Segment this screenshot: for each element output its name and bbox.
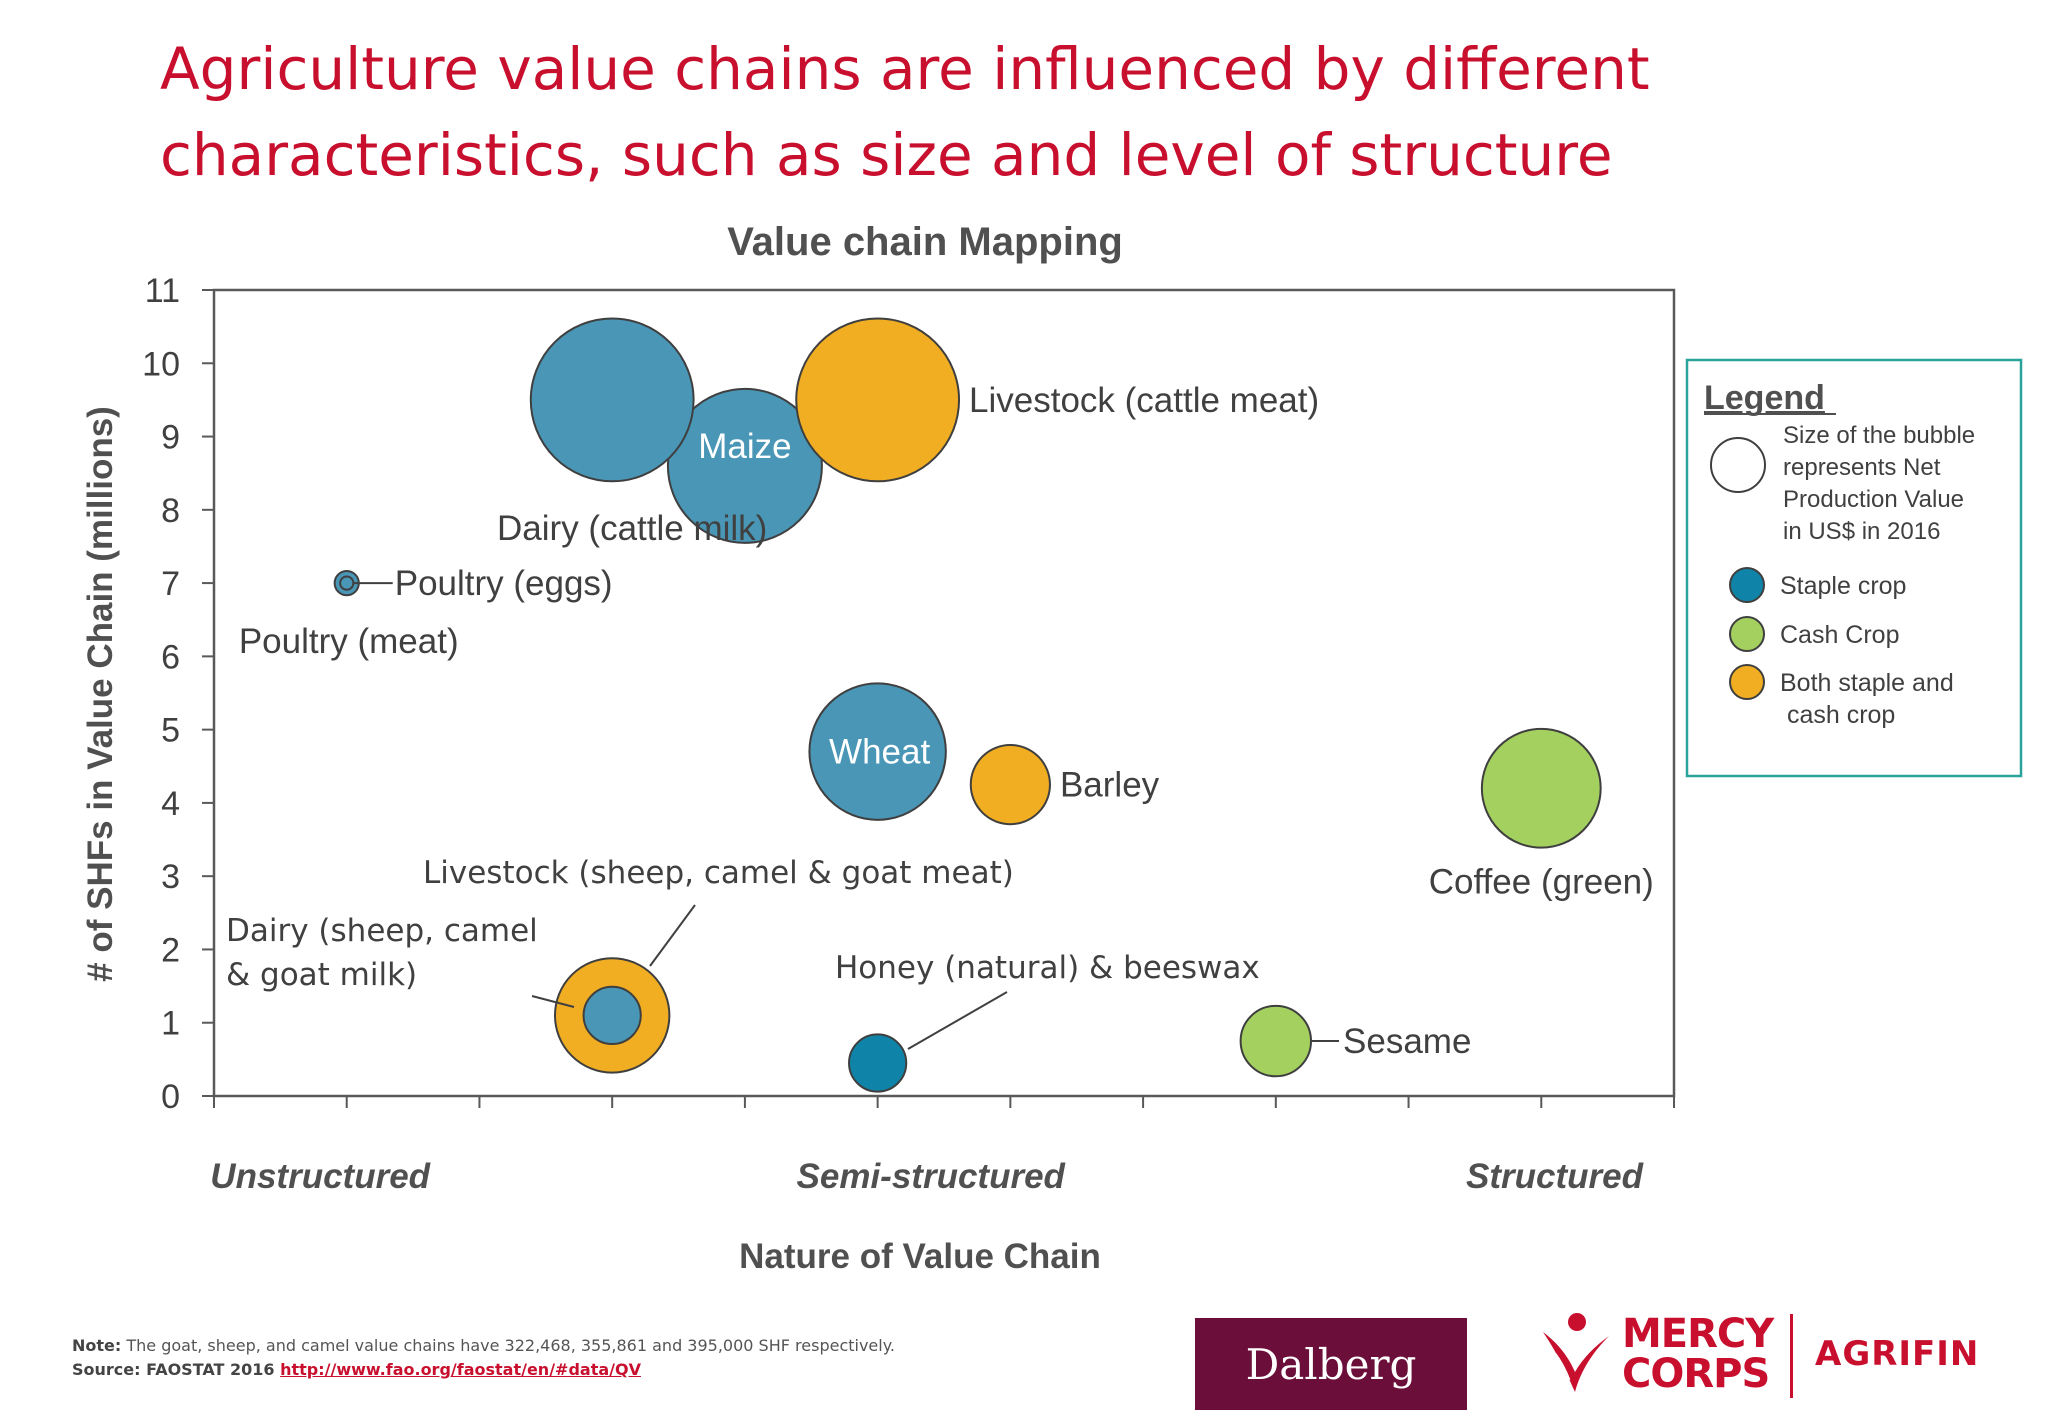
chart-title: Value chain Mapping [727,220,1123,264]
legend-size-bubble [1710,437,1766,493]
label-honey-natural-beeswax: Honey (natural) & beeswax [835,950,1260,986]
label-wheat: Wheat [829,733,930,772]
bubble-barley [969,743,1051,826]
x-category-unstructured: Unstructured [210,1157,430,1196]
dalberg-logo: Dalberg [1195,1318,1467,1410]
x-axis-title: Nature of Value Chain [739,1237,1101,1276]
slide-title-line-2: characteristics, such as size and level … [160,121,1613,189]
y-tick-label: 9 [161,419,180,457]
legend-swatch-cash [1729,616,1765,652]
bubble-dairy-cattle-milk [529,317,695,483]
legend-swatch-both [1729,664,1765,700]
label-sesame: Sesame [1343,1022,1471,1061]
note-text: The goat, sheep, and camel value chains … [121,1336,895,1355]
y-tick-label: 5 [161,712,180,750]
legend-size-note-line: in US$ in 2016 [1783,518,1940,545]
y-tick-label: 4 [161,785,180,823]
y-tick-label: 3 [161,858,180,896]
label-poultry-eggs: Poultry (eggs) [395,564,613,603]
legend-size-note-line: Production Value [1783,486,1964,513]
x-category-structured: Structured [1466,1157,1644,1196]
label-maize: Maize [698,427,791,466]
y-tick-label: 10 [142,345,180,383]
mercy-line-1: MERCY [1622,1311,1774,1357]
legend-label-line: Cash Crop [1780,621,1900,649]
y-tick-label: 11 [145,272,180,310]
label-livestock-sheep-camel-goat-meat: Livestock (sheep, camel & goat meat) [423,855,1014,891]
mercy-corps-wordmark: MERCY CORPS [1622,1311,1774,1397]
label-dairy-sheep-camel-goat-milk: Dairy (sheep, camel & goat milk) [226,913,538,993]
leader-line [649,904,696,967]
logo-divider [1790,1314,1793,1398]
bubble-sesame [1239,1004,1313,1078]
x-category-semi-structured: Semi-structured [797,1157,1066,1196]
mercy-corps-figure-icon [1543,1313,1609,1392]
legend-label-line: cash crop [1780,701,1895,729]
footer-note: Note: The goat, sheep, and camel value c… [72,1336,895,1355]
label-barley: Barley [1060,766,1160,805]
legend-size-note: Size of the bubble represents Net Producti… [1783,422,1975,545]
label-line: & goat milk) [226,957,417,993]
y-tick-label: 7 [161,565,180,603]
legend-size-note-line: represents Net [1783,454,1941,481]
legend-size-note-line: Size of the bubble [1783,422,1975,449]
source-link[interactable]: http://www.fao.org/faostat/en/#data/QV [280,1360,641,1379]
slide-title: Agriculture value chains are influenced … [160,26,1860,198]
note-label: Note: [72,1336,122,1355]
legend-label-cash: Cash Crop [1780,621,1900,649]
bubble-dairy-sheep-camel-goat-milk [582,985,642,1046]
y-tick-label: 0 [161,1078,180,1116]
chart-axes: Value chain Mapping 0 1 2 3 4 5 6 7 8 9 10 11 Unstruc… [81,220,1676,1276]
legend-label-staple: Staple crop [1780,572,1906,600]
bubble-honey-natural-beeswax [848,1033,908,1093]
chart-labels: Maize Dairy (cattle milk) Livestock (cattl… [226,381,1654,1061]
legend-title: Legend [1704,379,1825,417]
chart-bubbles [333,317,1602,1093]
legend-swatch-staple [1729,567,1765,603]
label-line: Dairy (sheep, camel [226,913,538,949]
footer-source: Source: FAOSTAT 2016 http://www.fao.org/… [72,1360,641,1379]
y-tick-label: 2 [161,931,180,969]
y-tick-label: 6 [161,638,180,676]
legend-label-line: Both staple and [1780,669,1954,697]
y-tick-label: 8 [161,492,180,530]
label-dairy-cattle-milk: Dairy (cattle milk) [497,509,767,548]
plot-area-frame [212,288,1676,1098]
bubble-livestock-cattle-meat [795,317,961,483]
dalberg-logo-text: Dalberg [1245,1339,1417,1389]
leader-line [531,995,575,1008]
legend-label-both: Both staple and cash crop [1780,669,1954,729]
y-tick-label: 1 [161,1005,180,1043]
bubble-maize [666,387,823,544]
slide-title-line-1: Agriculture value chains are influenced … [160,35,1650,103]
y-axis-title: # of SHFs in Value Chain (millions) [81,406,120,982]
bubble-coffee-green [1480,727,1602,849]
source-label: Source: FAOSTAT 2016 [72,1360,281,1379]
mercy-line-2: CORPS [1622,1351,1770,1397]
mercy-corps-agrifin-logo: MERCY CORPS AGRIFIN [1535,1310,2005,1405]
label-livestock-cattle-meat: Livestock (cattle meat) [969,381,1319,420]
bubble-poultry-eggs [339,575,355,591]
chart-legend: Legend Size of the bubble represents Net Pr… [1685,358,2023,778]
legend-label-line: Staple crop [1780,572,1906,600]
bubble-chart: Value chain Mapping 0 1 2 3 4 5 6 7 8 9 10 11 Unstruc… [81,220,2023,1276]
leader-line [907,991,1008,1050]
label-coffee-green: Coffee (green) [1429,862,1654,901]
bubble-wheat [808,682,947,821]
label-poultry-meat: Poultry (meat) [239,622,459,661]
agrifin-wordmark: AGRIFIN [1815,1334,1980,1374]
